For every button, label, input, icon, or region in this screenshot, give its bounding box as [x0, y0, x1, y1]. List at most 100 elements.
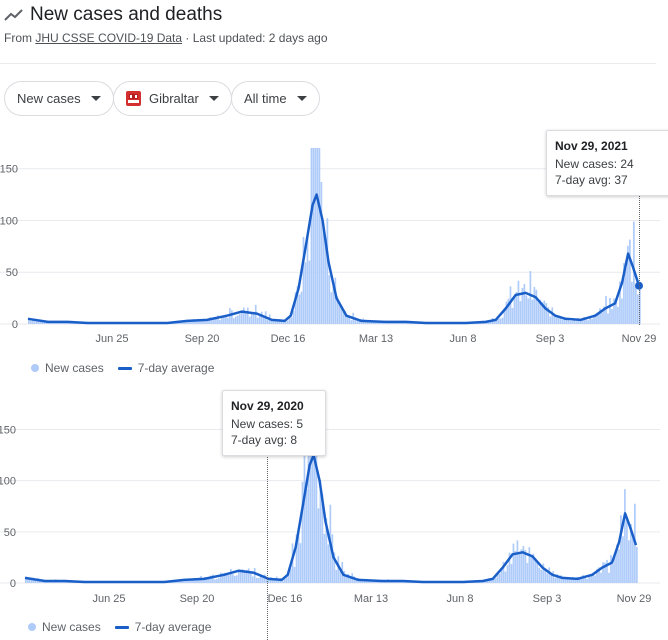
case-bar [247, 568, 250, 583]
case-bar [523, 283, 526, 324]
case-bar [208, 577, 210, 583]
case-bar [361, 580, 364, 583]
case-bar [542, 563, 545, 583]
case-bar [495, 319, 498, 324]
y-tick-label: 50 [6, 267, 18, 279]
case-bar [201, 319, 203, 324]
case-bar [249, 571, 252, 583]
case-bar [584, 576, 586, 583]
case-bar [212, 574, 214, 583]
case-bar [229, 568, 232, 583]
y-tick-label: 50 [4, 527, 16, 539]
case-bar [516, 540, 519, 583]
case-bar [533, 286, 536, 324]
page-title: New cases and deaths [30, 4, 223, 25]
case-bar [185, 320, 187, 324]
case-bar [512, 543, 515, 583]
case-bar [181, 322, 183, 324]
case-bar [494, 578, 497, 583]
cases-chart-2[interactable]: 0 50 100 150 Jun 25 Sep 20 Dec 16 Mar 13 Jun 8 Se… [0, 388, 668, 613]
case-bar [592, 573, 594, 583]
case-bar [538, 567, 541, 583]
case-bar [505, 301, 508, 324]
case-bar [568, 578, 571, 583]
case-bar [205, 319, 207, 324]
trending-icon [4, 9, 23, 21]
case-bar [238, 314, 241, 324]
case-bar [559, 318, 562, 324]
x-tick-label: Sep 3 [533, 593, 562, 605]
case-bar [290, 317, 293, 324]
x-tick-label: Jun 8 [447, 593, 474, 605]
y-tick-label: 150 [0, 164, 18, 176]
case-bar [286, 320, 289, 324]
case-bar [35, 319, 38, 324]
case-bar [233, 575, 236, 583]
cases-chart-1[interactable]: 0 50 100 150 Jun 25 Sep 20 Dec 16 Mar 13 Jun 8 Se… [0, 128, 668, 353]
x-tick-label: Jun 25 [95, 333, 128, 345]
legend-bars-label: New cases [45, 361, 104, 375]
case-bar [309, 409, 312, 583]
case-bar [210, 575, 212, 583]
case-bar [588, 574, 590, 583]
case-bar [187, 320, 189, 324]
case-bar [594, 575, 596, 583]
case-bar [554, 577, 557, 583]
case-bar [313, 409, 316, 583]
case-bar [338, 301, 341, 324]
case-bar [294, 292, 297, 324]
case-bar [590, 575, 592, 583]
case-bar [511, 308, 514, 324]
case-bar [492, 578, 495, 583]
metric-dropdown[interactable]: New cases [4, 81, 114, 116]
y-tick-label: 150 [0, 424, 16, 436]
case-bar [231, 310, 233, 324]
case-bar [555, 316, 558, 324]
tooltip-date: Nov 29, 2021 [555, 139, 628, 153]
case-bar [260, 311, 263, 324]
case-bar [513, 296, 516, 324]
case-bar [605, 296, 607, 324]
x-tick-label: Sep 3 [536, 333, 565, 345]
case-bar [384, 322, 386, 324]
location-dropdown[interactable]: Gibraltar [113, 81, 232, 116]
case-bar [557, 317, 560, 324]
case-bar [251, 576, 254, 583]
case-bar [281, 581, 284, 583]
case-bar [403, 581, 405, 583]
case-bar [348, 316, 351, 324]
source-link[interactable]: JHU CSSE COVID-19 Data [35, 31, 183, 45]
legend-1: New cases 7-day average [31, 361, 214, 375]
range-dropdown[interactable]: All time [231, 81, 320, 116]
case-bar [609, 297, 611, 324]
case-bar [551, 307, 554, 324]
case-bar [400, 322, 402, 324]
case-bar [350, 320, 353, 324]
case-bar [293, 566, 296, 583]
case-bar [217, 315, 219, 324]
case-bar [276, 321, 279, 324]
case-bar [564, 577, 567, 583]
case-bar [225, 314, 227, 324]
case-bar [28, 579, 31, 583]
case-bar [47, 322, 50, 324]
case-bar [591, 318, 593, 324]
case-bar [227, 317, 229, 324]
x-tick-label: Mar 13 [354, 593, 388, 605]
case-bar [579, 320, 581, 324]
case-bar [177, 322, 179, 324]
case-bar [256, 317, 259, 324]
case-bar [262, 316, 265, 324]
case-bar [598, 567, 600, 583]
case-bar [394, 322, 396, 324]
case-bar [354, 317, 357, 324]
avg-line [27, 193, 641, 325]
case-bar [549, 316, 552, 324]
tooltip-date: Nov 29, 2020 [231, 399, 304, 413]
case-bar [316, 148, 319, 324]
case-bar [345, 576, 348, 583]
case-bar [528, 547, 531, 583]
case-bar [209, 317, 211, 324]
case-bar [515, 292, 518, 324]
case-bar [239, 571, 242, 583]
